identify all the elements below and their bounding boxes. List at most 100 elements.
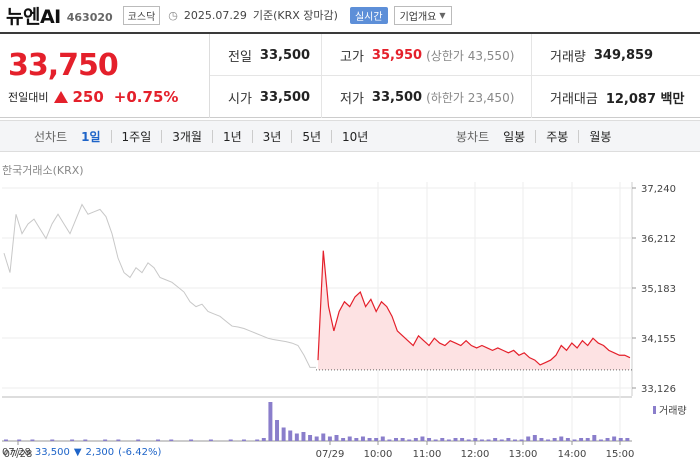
footer-change: 2,300: [85, 447, 115, 458]
volume-bar: [308, 435, 313, 441]
volume-bar: [407, 439, 412, 441]
x-tick-label: 11:00: [413, 449, 442, 460]
y-tick-label: 34,155: [641, 334, 676, 345]
volume-bar: [605, 438, 610, 441]
volume-bar: [189, 439, 194, 441]
candle-weekly[interactable]: 주봉: [546, 129, 569, 144]
candle-chart-periods: 봉차트 일봉 주봉 월봉: [420, 128, 621, 145]
volume-bar: [453, 438, 458, 441]
volume-bars: [4, 402, 630, 441]
divider: [211, 129, 213, 143]
stock-header: 뉴엔AI 463020 코스닥 ◷ 2025.07.29 기준(KRX 장마감)…: [0, 0, 700, 30]
volume-bar: [103, 439, 108, 441]
volume-bar: [546, 439, 551, 441]
stat-open: 시가 33,500: [210, 76, 322, 118]
volume-bar: [301, 432, 306, 441]
volume-bar: [70, 439, 75, 441]
quote-panel: 33,750 전일대비 250 +0.75% 전일 33,500 고가 35,9…: [0, 32, 700, 118]
volume-bar: [327, 436, 332, 441]
volume-bar: [83, 439, 88, 441]
volume-bar: [228, 439, 233, 441]
stat-label: 고가: [340, 49, 364, 65]
stat-label: 시가: [228, 91, 252, 107]
footer-price: 33,500: [34, 447, 70, 458]
y-tick-label: 36,212: [641, 234, 676, 245]
stat-value: 35,950: [371, 47, 423, 63]
x-tick-label: 13:00: [509, 449, 538, 460]
volume-bar: [314, 436, 319, 441]
volume-bar: [394, 438, 398, 441]
divider: [251, 129, 253, 143]
volume-bar: [288, 430, 293, 441]
x-tick-label: 10:00: [364, 449, 393, 460]
x-tick-label: 12:00: [461, 449, 490, 460]
volume-bar: [341, 438, 346, 441]
stat-value: 349,859: [593, 47, 654, 63]
quote-basis: 기준(KRX 장마감): [252, 9, 338, 22]
volume-bar: [241, 439, 246, 441]
stat-label: 전일: [228, 49, 252, 65]
divider: [578, 129, 580, 143]
chart-source: 한국거래소(KRX): [2, 164, 84, 177]
volume-bar: [261, 438, 266, 441]
divider: [110, 129, 112, 143]
stat-value: 33,500: [371, 89, 423, 105]
volume-bar: [156, 439, 161, 441]
candle-monthly[interactable]: 월봉: [589, 129, 612, 144]
chart-grid: [2, 182, 636, 445]
chart-footer: 07/28 33,500 ▼ 2,300 (-6.42%): [2, 447, 161, 458]
volume-bar: [539, 438, 544, 441]
down-arrow-icon: ▼: [73, 447, 82, 458]
volume-bar: [585, 438, 590, 441]
divider: [535, 129, 537, 143]
realtime-button[interactable]: 실시간: [349, 6, 388, 24]
period-3m[interactable]: 3개월: [172, 129, 202, 144]
period-1w[interactable]: 1주일: [121, 129, 152, 144]
candle-daily[interactable]: 일봉: [503, 129, 526, 144]
volume-bar: [572, 439, 577, 441]
volume-bar: [334, 435, 339, 441]
stat-sub: (상한가 43,550): [426, 48, 515, 63]
period-10y[interactable]: 10년: [342, 129, 369, 144]
stat-sub: (하한가 23,450): [426, 90, 515, 105]
period-3y[interactable]: 3년: [262, 129, 282, 144]
volume-bar: [116, 439, 121, 441]
volume-bar: [360, 436, 365, 441]
period-1d[interactable]: 1일: [81, 129, 101, 144]
change-value: 250: [72, 88, 104, 106]
volume-bar: [506, 438, 511, 441]
clock-icon: ◷: [168, 8, 178, 22]
volume-bar: [579, 438, 584, 441]
x-tick-label: 14:00: [558, 449, 587, 460]
stats-row-1: 전일 33,500 고가 35,950 (상한가 43,550) 거래량 349…: [210, 34, 700, 76]
volume-bar: [559, 436, 564, 441]
price-line-07-28: [3, 203, 316, 368]
volume-bar: [552, 438, 557, 441]
volume-bar: [30, 439, 35, 441]
volume-legend: 거래량: [659, 405, 687, 417]
volume-bar: [598, 439, 603, 441]
volume-bar: [380, 436, 385, 441]
current-price: 33,750: [8, 48, 119, 83]
volume-bar: [354, 438, 359, 441]
period-bar: 선차트 1일 1주일 3개월 1년 3년 5년 10년 봉차트 일봉 주봉 월봉: [0, 120, 700, 152]
candle-chart-title: 봉차트: [456, 129, 490, 144]
period-5y[interactable]: 5년: [302, 129, 322, 144]
x-tick-label: 07/29: [316, 449, 345, 460]
volume-bar: [136, 439, 141, 441]
footer-percent: (-6.42%): [118, 447, 162, 458]
period-1y[interactable]: 1년: [222, 129, 242, 144]
stats-grid: 전일 33,500 고가 35,950 (상한가 43,550) 거래량 349…: [210, 34, 700, 118]
volume-bar: [479, 439, 484, 441]
company-overview-label: 기업개요: [399, 11, 437, 23]
volume-bar: [440, 438, 445, 441]
volume-bar: [420, 436, 425, 441]
x-tick-label: 15:00: [606, 449, 635, 460]
stock-code: 463020: [66, 10, 113, 24]
volume-bar: [275, 420, 279, 441]
volume-legend-swatch: [653, 406, 656, 414]
company-overview-button[interactable]: 기업개요 ▼: [393, 5, 452, 25]
stat-value: 33,500: [259, 89, 311, 105]
volume-bar: [255, 439, 260, 441]
